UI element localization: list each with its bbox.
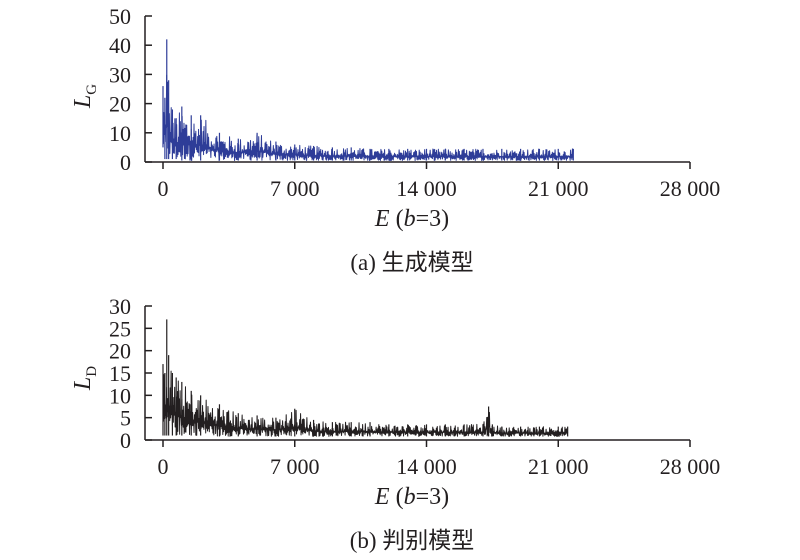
y-tick-label: 20 (109, 92, 131, 117)
x-axis-label-part: b (404, 206, 416, 232)
y-tick-label: 0 (120, 428, 131, 453)
panel-a-chart: 0 10 20 30 40 50 0 7 000 14 000 21 000 28 000 LG E (… (70, 4, 720, 275)
y-tick-label: 30 (109, 62, 131, 87)
x-tick-label: 0 (158, 176, 169, 201)
y-tick-label: 5 (120, 406, 131, 431)
y-tick-label: 30 (109, 294, 131, 319)
x-tick-label: 0 (158, 454, 169, 479)
y-tick-label: 15 (109, 361, 131, 386)
y-tick-label: 40 (109, 33, 131, 58)
panel-caption: (a) 生成模型 (350, 250, 473, 275)
x-tick-label: 21 000 (528, 454, 589, 479)
x-axis-label: E (b=3) (374, 484, 449, 510)
x-axis-label-part: ( (390, 484, 404, 510)
x-tick-label: 14 000 (396, 454, 457, 479)
y-tick-label: 10 (109, 383, 131, 408)
y-axis-label-subscript: D (84, 366, 100, 377)
x-tick-label: 7 000 (270, 454, 320, 479)
y-axis-label-symbol: L (70, 95, 96, 109)
x-tick-label: 28 000 (660, 454, 721, 479)
y-tick-label: 20 (109, 339, 131, 364)
x-tick-label: 21 000 (528, 176, 589, 201)
panel-caption: (b) 判别模型 (350, 528, 475, 553)
y-tick-label: 0 (120, 150, 131, 175)
x-axis-label-part: E (374, 206, 390, 232)
x-axis-label-part: E (374, 484, 390, 510)
y-tick-label: 50 (109, 4, 131, 29)
y-axis-label-subscript: G (84, 84, 100, 95)
loss-series-line (162, 367, 569, 437)
x-tick-label: 7 000 (270, 176, 320, 201)
x-tick-label: 28 000 (660, 176, 721, 201)
x-tick-label: 14 000 (396, 176, 457, 201)
x-axis-label-part: =3) (416, 484, 450, 510)
y-axis-label: LD (70, 366, 100, 391)
y-axis-label: LG (70, 84, 100, 109)
loss-series-line (162, 74, 574, 162)
x-axis-label: E (b=3) (374, 206, 449, 232)
x-axis-label-part: ( (390, 206, 404, 232)
y-tick-label: 10 (109, 121, 131, 146)
y-tick-label: 25 (109, 316, 131, 341)
y-axis-label-symbol: L (70, 377, 96, 391)
x-axis-label-part: b (404, 484, 416, 510)
x-axis-label-part: =3) (416, 206, 450, 232)
